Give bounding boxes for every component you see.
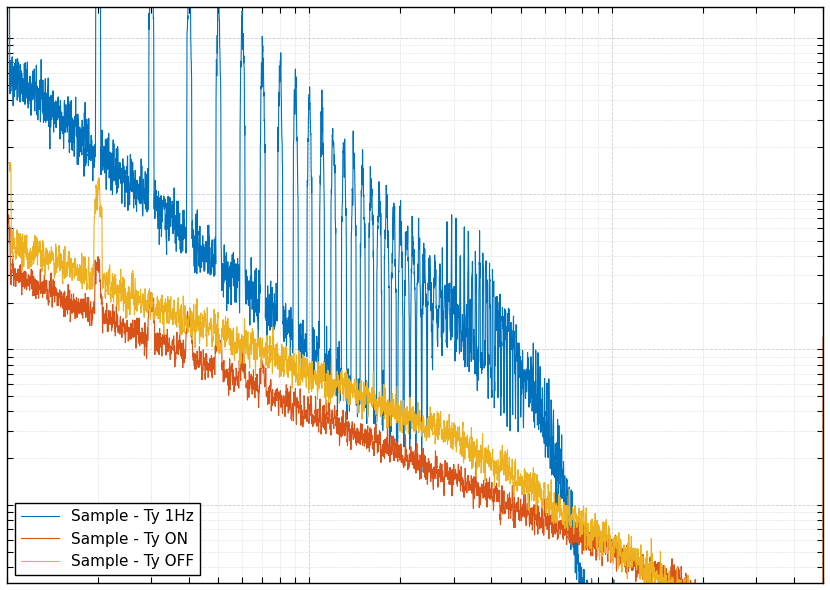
Sample - Ty OFF — [818, 404, 828, 411]
Sample - Ty ON — [491, 483, 501, 490]
Sample - Ty 1Hz — [533, 403, 543, 410]
Line: Sample - Ty OFF: Sample - Ty OFF — [7, 163, 823, 590]
Sample - Ty ON — [150, 346, 160, 353]
Sample - Ty 1Hz — [150, 190, 160, 197]
Sample - Ty ON — [673, 568, 683, 575]
Sample - Ty ON — [2, 190, 12, 197]
Line: Sample - Ty 1Hz: Sample - Ty 1Hz — [7, 0, 823, 590]
Sample - Ty 1Hz — [491, 305, 501, 312]
Sample - Ty 1Hz — [314, 337, 324, 344]
Sample - Ty OFF — [533, 498, 543, 505]
Sample - Ty ON — [818, 334, 828, 341]
Sample - Ty ON — [314, 419, 324, 427]
Sample - Ty ON — [533, 528, 543, 535]
Sample - Ty OFF — [314, 379, 324, 386]
Sample - Ty OFF — [491, 463, 501, 470]
Sample - Ty ON — [611, 553, 621, 560]
Sample - Ty OFF — [150, 307, 160, 314]
Sample - Ty OFF — [611, 542, 621, 549]
Legend: Sample - Ty 1Hz, Sample - Ty ON, Sample - Ty OFF: Sample - Ty 1Hz, Sample - Ty ON, Sample … — [15, 503, 200, 575]
Line: Sample - Ty ON: Sample - Ty ON — [7, 194, 823, 590]
Sample - Ty OFF — [2, 159, 12, 166]
